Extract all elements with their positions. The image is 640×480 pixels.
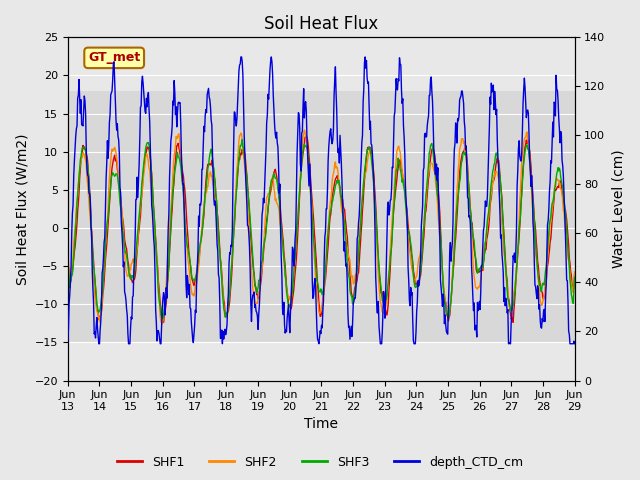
Y-axis label: Water Level (cm): Water Level (cm) xyxy=(611,150,625,268)
Bar xyxy=(68,91,575,342)
X-axis label: Time: Time xyxy=(304,418,338,432)
Y-axis label: Soil Heat Flux (W/m2): Soil Heat Flux (W/m2) xyxy=(15,133,29,285)
Title: Soil Heat Flux: Soil Heat Flux xyxy=(264,15,378,33)
Legend: SHF1, SHF2, SHF3, depth_CTD_cm: SHF1, SHF2, SHF3, depth_CTD_cm xyxy=(112,451,528,474)
Text: GT_met: GT_met xyxy=(88,51,140,64)
